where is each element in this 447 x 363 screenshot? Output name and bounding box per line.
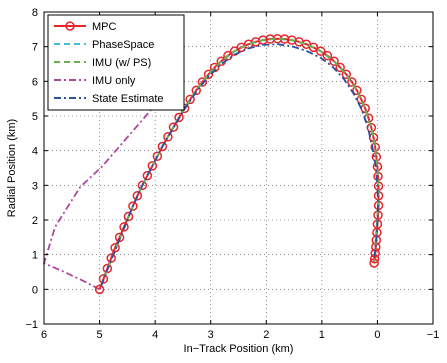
mpc-point: [102, 263, 113, 274]
mpc-point: [370, 248, 380, 259]
mpc-point: [152, 151, 163, 161]
legend-label: PhaseSpace: [92, 39, 154, 51]
tick-layer: 6 5 4 3 2 1 0 −1 −1 0 1 2 3 4 5 6 7 8: [25, 7, 439, 341]
mpc-point: [315, 46, 326, 56]
mpc-point: [185, 94, 195, 105]
mpc-point: [352, 85, 362, 96]
x-tick-label: 3: [208, 329, 214, 341]
mpc-point: [174, 112, 184, 123]
y-tick-label: −1: [25, 319, 38, 331]
mpc-point: [123, 211, 134, 222]
mpc-point: [98, 274, 109, 284]
y-tick-label: 5: [32, 111, 38, 123]
mpc-point: [142, 170, 153, 181]
y-tick-label: 7: [32, 42, 38, 54]
mpc-point: [203, 69, 214, 80]
mpc-point: [329, 56, 339, 66]
y-tick-label: 0: [32, 284, 38, 296]
plot-frame: [43, 11, 434, 325]
legend-label: IMU only: [92, 75, 136, 87]
mpc-point: [163, 132, 173, 142]
legend-label: MPC: [92, 21, 117, 33]
y-tick-label: 3: [32, 180, 38, 192]
mpc-point: [168, 122, 179, 132]
mpc-point: [197, 77, 208, 87]
x-tick-label: −1: [427, 329, 440, 341]
mpc-point: [147, 161, 158, 171]
mpc-point: [157, 141, 168, 152]
x-tick-label: 4: [152, 329, 158, 341]
mpc-point: [119, 222, 129, 232]
mpc-point: [347, 77, 357, 87]
y-tick-label: 2: [32, 215, 38, 227]
mpc-point: [94, 284, 105, 295]
series-line-imu-only: [43, 94, 165, 291]
legend: MPC PhaseSpace IMU (w/ PS) IMU only State Es…: [47, 14, 185, 111]
x-tick-label: 0: [374, 329, 380, 341]
y-tick-label: 1: [32, 250, 38, 262]
legend-box: [47, 14, 185, 111]
mpc-point: [308, 42, 319, 53]
y-tick-label: 8: [32, 7, 38, 19]
mpc-point: [137, 180, 148, 191]
series-line-state-estimate: [100, 43, 379, 287]
x-axis-label: In−Track Position (km): [184, 343, 294, 355]
mpc-point: [322, 50, 333, 61]
mpc-point: [341, 69, 352, 80]
mpc-point: [335, 62, 345, 73]
legend-label: State Estimate: [92, 93, 164, 105]
mpc-point: [369, 258, 379, 268]
y-axis-label: Radial Position (km): [6, 119, 18, 217]
legend-marker: [65, 21, 75, 31]
mpc-point: [191, 85, 202, 96]
y-tick-label: 6: [32, 76, 38, 88]
mpc-point: [223, 50, 233, 61]
x-tick-label: 2: [263, 329, 269, 341]
x-tick-label: 5: [97, 329, 103, 341]
mpc-point: [128, 201, 138, 211]
x-tick-label: 6: [41, 329, 47, 341]
series-layer: [43, 33, 384, 295]
mpc-point: [132, 190, 143, 201]
y-tick-label: 4: [32, 146, 38, 158]
legend-label: IMU (w/ PS): [92, 57, 151, 69]
x-tick-label: 1: [319, 329, 325, 341]
series-line-imu-w-ps: [100, 37, 380, 287]
